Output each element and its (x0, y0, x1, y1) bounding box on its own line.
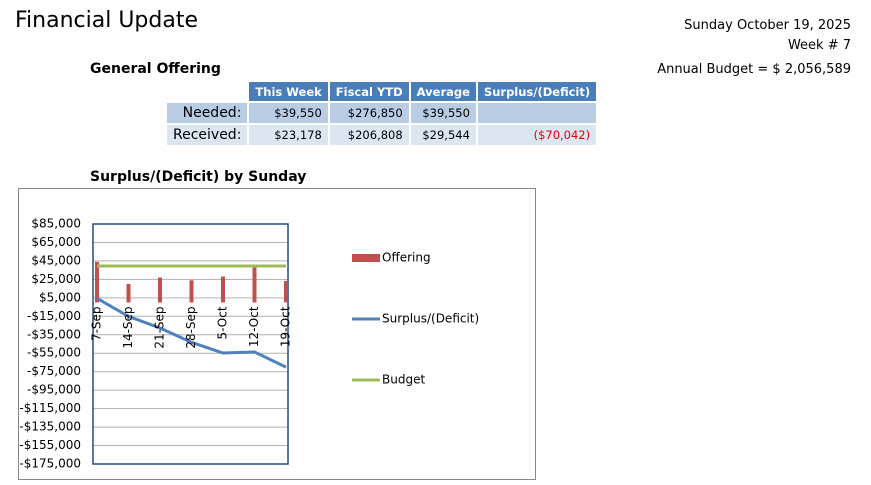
section-title: General Offering (90, 61, 221, 77)
x-tick-label: 28-Sep (184, 306, 198, 348)
row-label: Needed: (167, 103, 248, 123)
table-row: Needed: $39,550 $276,850 $39,550 (167, 103, 597, 123)
y-tick-label: $25,000 (31, 272, 81, 286)
y-tick-label: -$75,000 (27, 364, 81, 378)
row-label: Received: (167, 125, 248, 145)
legend-swatch (352, 254, 380, 262)
table-row: Received: $23,178 $206,808 $29,544 ($70,042) (167, 125, 597, 145)
column-header: Average (410, 82, 476, 101)
chart-frame (18, 188, 536, 480)
bar (252, 264, 257, 303)
table-cell: $23,178 (249, 125, 328, 145)
y-tick-label: $85,000 (31, 217, 81, 231)
bar (126, 284, 131, 303)
y-tick-label: $45,000 (31, 253, 81, 267)
week: Week # 7 (787, 38, 851, 53)
y-tick-label: -$175,000 (19, 457, 81, 471)
y-tick-label: -$155,000 (19, 438, 81, 452)
table-cell: $39,550 (249, 103, 328, 123)
table-cell (477, 103, 597, 123)
date: Sunday October 19, 2025 (684, 18, 851, 33)
table-cell: $39,550 (410, 103, 476, 123)
plot-area (92, 223, 289, 465)
x-tick-label: 14-Sep (121, 306, 135, 348)
bar (189, 280, 194, 303)
bar (158, 277, 162, 303)
table-cell: $206,808 (329, 125, 409, 145)
bar (284, 281, 288, 303)
x-tick-label: 12-Oct (247, 306, 261, 347)
x-tick-label: 21-Sep (153, 306, 167, 348)
offering-table: This Week Fiscal YTD Average Surplus/(Defic… (165, 80, 598, 147)
table-cell: $276,850 (329, 103, 409, 123)
legend-label: Budget (382, 373, 425, 387)
y-tick-label: -$95,000 (27, 383, 81, 397)
annual-budget: Annual Budget = $ 2,056,589 (657, 62, 851, 77)
y-tick-label: $65,000 (31, 235, 81, 249)
y-tick-label: -$135,000 (19, 420, 81, 434)
legend-label: Surplus/(Deficit) (382, 312, 479, 326)
y-tick-label: -$55,000 (27, 346, 81, 360)
column-header: Fiscal YTD (329, 82, 409, 101)
title: Financial Update (15, 8, 199, 33)
x-tick-label: 19-Oct (279, 306, 293, 347)
y-tick-label: $5,000 (39, 290, 81, 304)
bar (221, 276, 225, 303)
column-header: This Week (249, 82, 328, 101)
x-tick-label: 7-Sep (90, 306, 104, 341)
x-tick-label: 5-Oct (216, 306, 230, 339)
line (96, 297, 287, 369)
table-cell: $29,544 (410, 125, 476, 145)
chart-title: Surplus/(Deficit) by Sunday (90, 169, 307, 185)
table-cell: ($70,042) (477, 125, 597, 145)
y-tick-label: -$115,000 (19, 401, 81, 415)
y-tick-label: -$35,000 (27, 327, 81, 341)
y-tick-label: -$15,000 (27, 309, 81, 323)
column-header: Surplus/(Deficit) (477, 82, 597, 101)
bar (95, 261, 99, 303)
legend-label: Offering (382, 251, 431, 265)
chart: $85,000 $65,000 $45,000 $25,000 $5,000 -$15,0… (18, 188, 536, 480)
